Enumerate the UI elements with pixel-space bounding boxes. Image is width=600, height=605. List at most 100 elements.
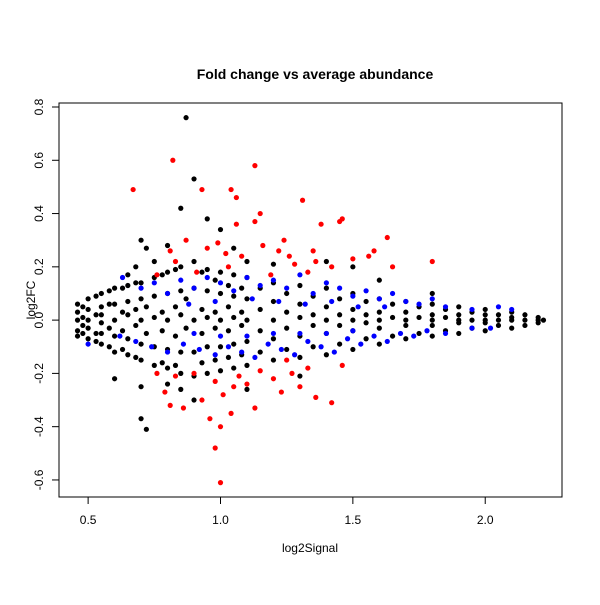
data-point: [329, 264, 335, 270]
data-point: [376, 317, 382, 323]
data-point: [204, 370, 210, 376]
plot-frame: [58, 102, 563, 498]
data-point: [111, 285, 118, 291]
data-point: [429, 296, 435, 302]
data-point: [125, 352, 131, 358]
data-point: [350, 293, 356, 299]
data-point: [239, 349, 245, 355]
data-point: [162, 389, 168, 395]
data-point: [111, 301, 118, 307]
data-point: [85, 317, 91, 323]
data-point: [239, 309, 245, 315]
data-point: [411, 333, 417, 339]
data-point: [469, 317, 475, 323]
data-point: [535, 317, 541, 323]
data-point: [310, 290, 316, 297]
data-point: [164, 349, 171, 355]
data-point: [337, 312, 343, 318]
data-point: [318, 344, 324, 350]
data-point: [178, 277, 184, 283]
data-point: [159, 272, 165, 278]
data-point: [172, 266, 179, 273]
data-point: [442, 304, 449, 310]
data-point: [172, 258, 179, 265]
data-point: [138, 384, 144, 390]
data-point: [244, 362, 250, 369]
data-point: [482, 317, 488, 323]
data-point: [305, 269, 311, 275]
data-point: [522, 317, 528, 323]
data-point: [429, 290, 435, 297]
data-point: [323, 258, 329, 265]
data-point: [469, 306, 475, 313]
data-point: [164, 290, 171, 297]
y-tick-label: 0.2: [32, 258, 46, 275]
data-point: [164, 317, 171, 323]
data-point: [363, 298, 369, 305]
data-point: [111, 317, 118, 323]
data-point: [225, 304, 232, 310]
data-point: [487, 325, 494, 331]
data-point: [80, 330, 86, 337]
data-point: [403, 298, 409, 305]
data-point: [204, 245, 210, 251]
data-point: [217, 269, 224, 275]
data-point: [244, 386, 250, 392]
data-point: [170, 157, 176, 163]
data-point: [265, 341, 271, 347]
data-point: [199, 306, 205, 313]
data-point: [416, 330, 422, 337]
data-point: [217, 333, 224, 339]
data-point: [276, 248, 282, 254]
data-point: [297, 301, 303, 307]
data-point: [323, 285, 329, 291]
data-point: [403, 317, 409, 323]
data-point: [231, 272, 237, 278]
data-point: [231, 384, 237, 390]
data-point: [284, 325, 290, 331]
data-point: [151, 258, 157, 265]
data-point: [130, 186, 136, 193]
data-point: [257, 328, 263, 334]
data-point: [384, 338, 390, 345]
data-point: [257, 282, 263, 289]
data-point: [186, 301, 192, 307]
data-point: [85, 296, 91, 302]
data-point: [204, 314, 210, 321]
data-point: [337, 341, 343, 347]
data-point: [183, 296, 189, 302]
data-point: [228, 186, 234, 193]
data-point: [384, 234, 390, 241]
data-point: [178, 312, 184, 318]
data-point: [191, 258, 197, 265]
data-point: [80, 304, 86, 310]
data-point: [270, 330, 277, 337]
data-point: [331, 349, 337, 355]
data-point: [85, 336, 91, 342]
data-point: [424, 328, 430, 334]
data-point: [93, 293, 99, 299]
data-point: [217, 280, 224, 286]
data-point: [429, 333, 435, 339]
data-point: [270, 336, 277, 342]
data-point: [223, 250, 229, 257]
data-point: [138, 280, 144, 286]
data-point: [469, 325, 475, 331]
data-point: [217, 480, 224, 486]
data-point: [93, 338, 99, 345]
data-point: [111, 333, 118, 339]
data-point: [217, 290, 224, 297]
data-point: [93, 330, 99, 337]
data-point: [217, 368, 224, 374]
data-point: [149, 344, 155, 350]
data-point: [278, 346, 284, 353]
data-point: [363, 288, 369, 294]
data-point: [178, 386, 184, 392]
data-point: [138, 416, 144, 422]
data-point: [98, 304, 104, 310]
y-tick-label: 0.4: [32, 205, 46, 222]
data-point: [289, 370, 295, 376]
data-point: [138, 296, 144, 302]
data-point: [119, 328, 126, 334]
